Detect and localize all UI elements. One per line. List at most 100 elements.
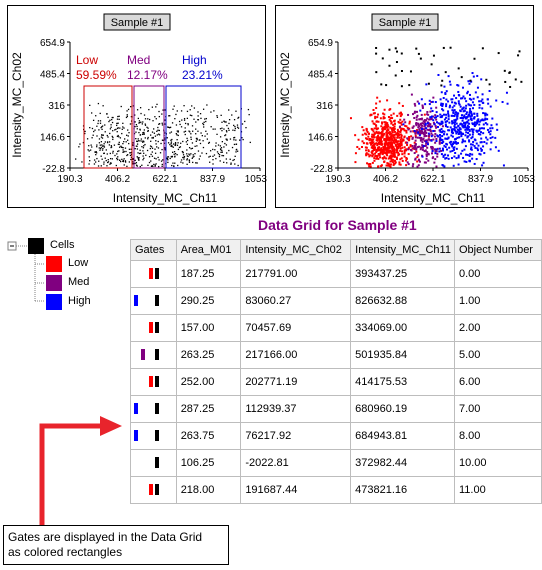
y-tick-label: 146.6 bbox=[40, 133, 65, 144]
gate-percent-low: 59.59% bbox=[76, 68, 117, 82]
cell-area: 252.00 bbox=[175, 368, 242, 396]
y-tick-label: 146.6 bbox=[308, 133, 333, 144]
cell-ch02: 217166.00 bbox=[240, 341, 352, 369]
cell-ch11: 334069.00 bbox=[350, 314, 455, 342]
y-tick-label: -22.8 bbox=[310, 164, 333, 175]
column-header[interactable]: Gates bbox=[130, 239, 177, 261]
scatter-points bbox=[75, 102, 251, 168]
cell-ch02: 83060.27 bbox=[240, 287, 352, 315]
swatch-low bbox=[46, 256, 62, 272]
gate-marker-black bbox=[155, 403, 159, 414]
gates-cell bbox=[130, 314, 177, 342]
gate-marker-red bbox=[149, 484, 153, 495]
gate-label-med: Med bbox=[127, 53, 150, 67]
plot-title-box bbox=[371, 13, 439, 31]
x-tick-label: 190.3 bbox=[57, 174, 82, 185]
table-row[interactable]: 157.00 70457.69 334069.00 2.00 bbox=[130, 314, 542, 342]
cell-ch11: 826632.88 bbox=[350, 287, 455, 315]
scatter-plot-gated[interactable]: Sample #1 654.9 485.4 316 146.6 -22.8 190.3 406… bbox=[7, 5, 267, 209]
gate-marker-black bbox=[155, 430, 159, 441]
cell-ch11: 372982.44 bbox=[350, 449, 455, 477]
cell-obj: 2.00 bbox=[454, 314, 542, 342]
gate-marker-black bbox=[155, 268, 159, 279]
scatter-points bbox=[349, 46, 523, 168]
cell-area: 218.00 bbox=[175, 476, 242, 504]
cell-ch11: 680960.19 bbox=[350, 395, 455, 423]
cell-ch11: 473821.16 bbox=[350, 476, 455, 504]
table-row[interactable]: 263.25 217166.00 501935.84 5.00 bbox=[130, 341, 542, 369]
y-axis-label: Intensity_MC_Ch02 bbox=[278, 52, 292, 158]
table-row[interactable]: 287.25 112939.37 680960.19 7.00 bbox=[130, 395, 542, 423]
cell-obj: 7.00 bbox=[454, 395, 542, 423]
tree-item-cells[interactable]: Cells bbox=[50, 239, 75, 251]
table-row[interactable]: 187.25 217791.00 393437.25 0.00 bbox=[130, 260, 542, 288]
column-header[interactable]: Intensity_MC_Ch11 bbox=[350, 239, 455, 261]
y-tick-label: 316 bbox=[48, 101, 65, 112]
gate-marker-blue bbox=[134, 430, 138, 441]
y-tick-label: 654.9 bbox=[40, 38, 65, 49]
tree-item-high[interactable]: High bbox=[68, 295, 91, 307]
gate-marker-black bbox=[155, 484, 159, 495]
y-tick-label: -22.8 bbox=[42, 164, 65, 175]
gate-region-low bbox=[83, 85, 133, 169]
population-tree: Cells Low Med High bbox=[5, 236, 125, 316]
gate-marker-blue bbox=[134, 295, 138, 306]
gate-marker-black bbox=[155, 322, 159, 333]
callout-note-line2: as colored rectangles bbox=[8, 545, 123, 559]
cell-ch02: 70457.69 bbox=[240, 314, 352, 342]
gate-marker-red bbox=[149, 376, 153, 387]
scatter-plot-colored[interactable]: Sample #1 654.9 485.4 316 146.6 -22.8 190.3 406… bbox=[275, 5, 535, 209]
cell-ch02: 202771.19 bbox=[240, 368, 352, 396]
gates-cell bbox=[130, 476, 177, 504]
gate-marker-purple bbox=[141, 349, 145, 360]
x-axis-label: Intensity_MC_Ch11 bbox=[113, 191, 218, 205]
x-tick-label: 622.1 bbox=[152, 174, 177, 185]
callout-note-line1: Gates are displayed in the Data Grid bbox=[8, 530, 203, 544]
gate-label-low: Low bbox=[76, 53, 98, 67]
column-header[interactable]: Object Number bbox=[454, 239, 542, 261]
tree-item-med[interactable]: Med bbox=[68, 276, 90, 288]
table-row[interactable]: 106.25 -2022.81 372982.44 10.00 bbox=[130, 449, 542, 477]
gate-marker-red bbox=[149, 322, 153, 333]
cells-swatch bbox=[28, 238, 44, 254]
x-tick-label: 622.1 bbox=[420, 174, 445, 185]
cell-ch02: 112939.37 bbox=[240, 395, 352, 423]
table-row[interactable]: 263.75 76217.92 684943.81 8.00 bbox=[130, 422, 542, 450]
cell-ch11: 414175.53 bbox=[350, 368, 455, 396]
table-row[interactable]: 252.00 202771.19 414175.53 6.00 bbox=[130, 368, 542, 396]
gate-region-high bbox=[165, 85, 242, 169]
plot-title-box bbox=[103, 13, 171, 31]
swatch-med bbox=[46, 275, 62, 291]
cell-area: 157.00 bbox=[175, 314, 242, 342]
plot-title: Sample #1 bbox=[379, 17, 432, 29]
table-row[interactable]: 218.00 191687.44 473821.16 11.00 bbox=[130, 476, 542, 504]
plot-title: Sample #1 bbox=[111, 17, 164, 29]
y-tick-label: 485.4 bbox=[308, 70, 333, 81]
tree-item-low[interactable]: Low bbox=[68, 257, 89, 269]
swatch-high bbox=[46, 294, 62, 310]
column-header[interactable]: Area_M01 bbox=[175, 239, 242, 261]
table-row[interactable]: 290.25 83060.27 826632.88 1.00 bbox=[130, 287, 542, 315]
gate-marker-red bbox=[149, 268, 153, 279]
cell-obj: 6.00 bbox=[454, 368, 542, 396]
gate-marker-black bbox=[155, 295, 159, 306]
x-tick-label: 190.3 bbox=[325, 174, 350, 185]
cell-obj: 0.00 bbox=[454, 260, 542, 288]
gate-region-med bbox=[133, 85, 165, 169]
x-tick-label: 1053.8 bbox=[245, 174, 267, 185]
y-tick-label: 316 bbox=[316, 101, 333, 112]
x-tick-label: 837.9 bbox=[200, 174, 225, 185]
data-grid[interactable]: Gates Area_M01 Intensity_MC_Ch02 Intensity_… bbox=[130, 239, 542, 504]
cell-ch02: 191687.44 bbox=[240, 476, 352, 504]
cell-obj: 8.00 bbox=[454, 422, 542, 450]
cell-ch11: 684943.81 bbox=[350, 422, 455, 450]
cell-area: 263.75 bbox=[175, 422, 242, 450]
cell-area: 263.25 bbox=[175, 341, 242, 369]
callout-note: Gates are displayed in the Data Grid as … bbox=[3, 525, 229, 565]
cell-ch02: 76217.92 bbox=[240, 422, 352, 450]
column-header[interactable]: Intensity_MC_Ch02 bbox=[240, 239, 352, 261]
gate-marker-blue bbox=[134, 403, 138, 414]
tree-lines bbox=[7, 241, 45, 302]
